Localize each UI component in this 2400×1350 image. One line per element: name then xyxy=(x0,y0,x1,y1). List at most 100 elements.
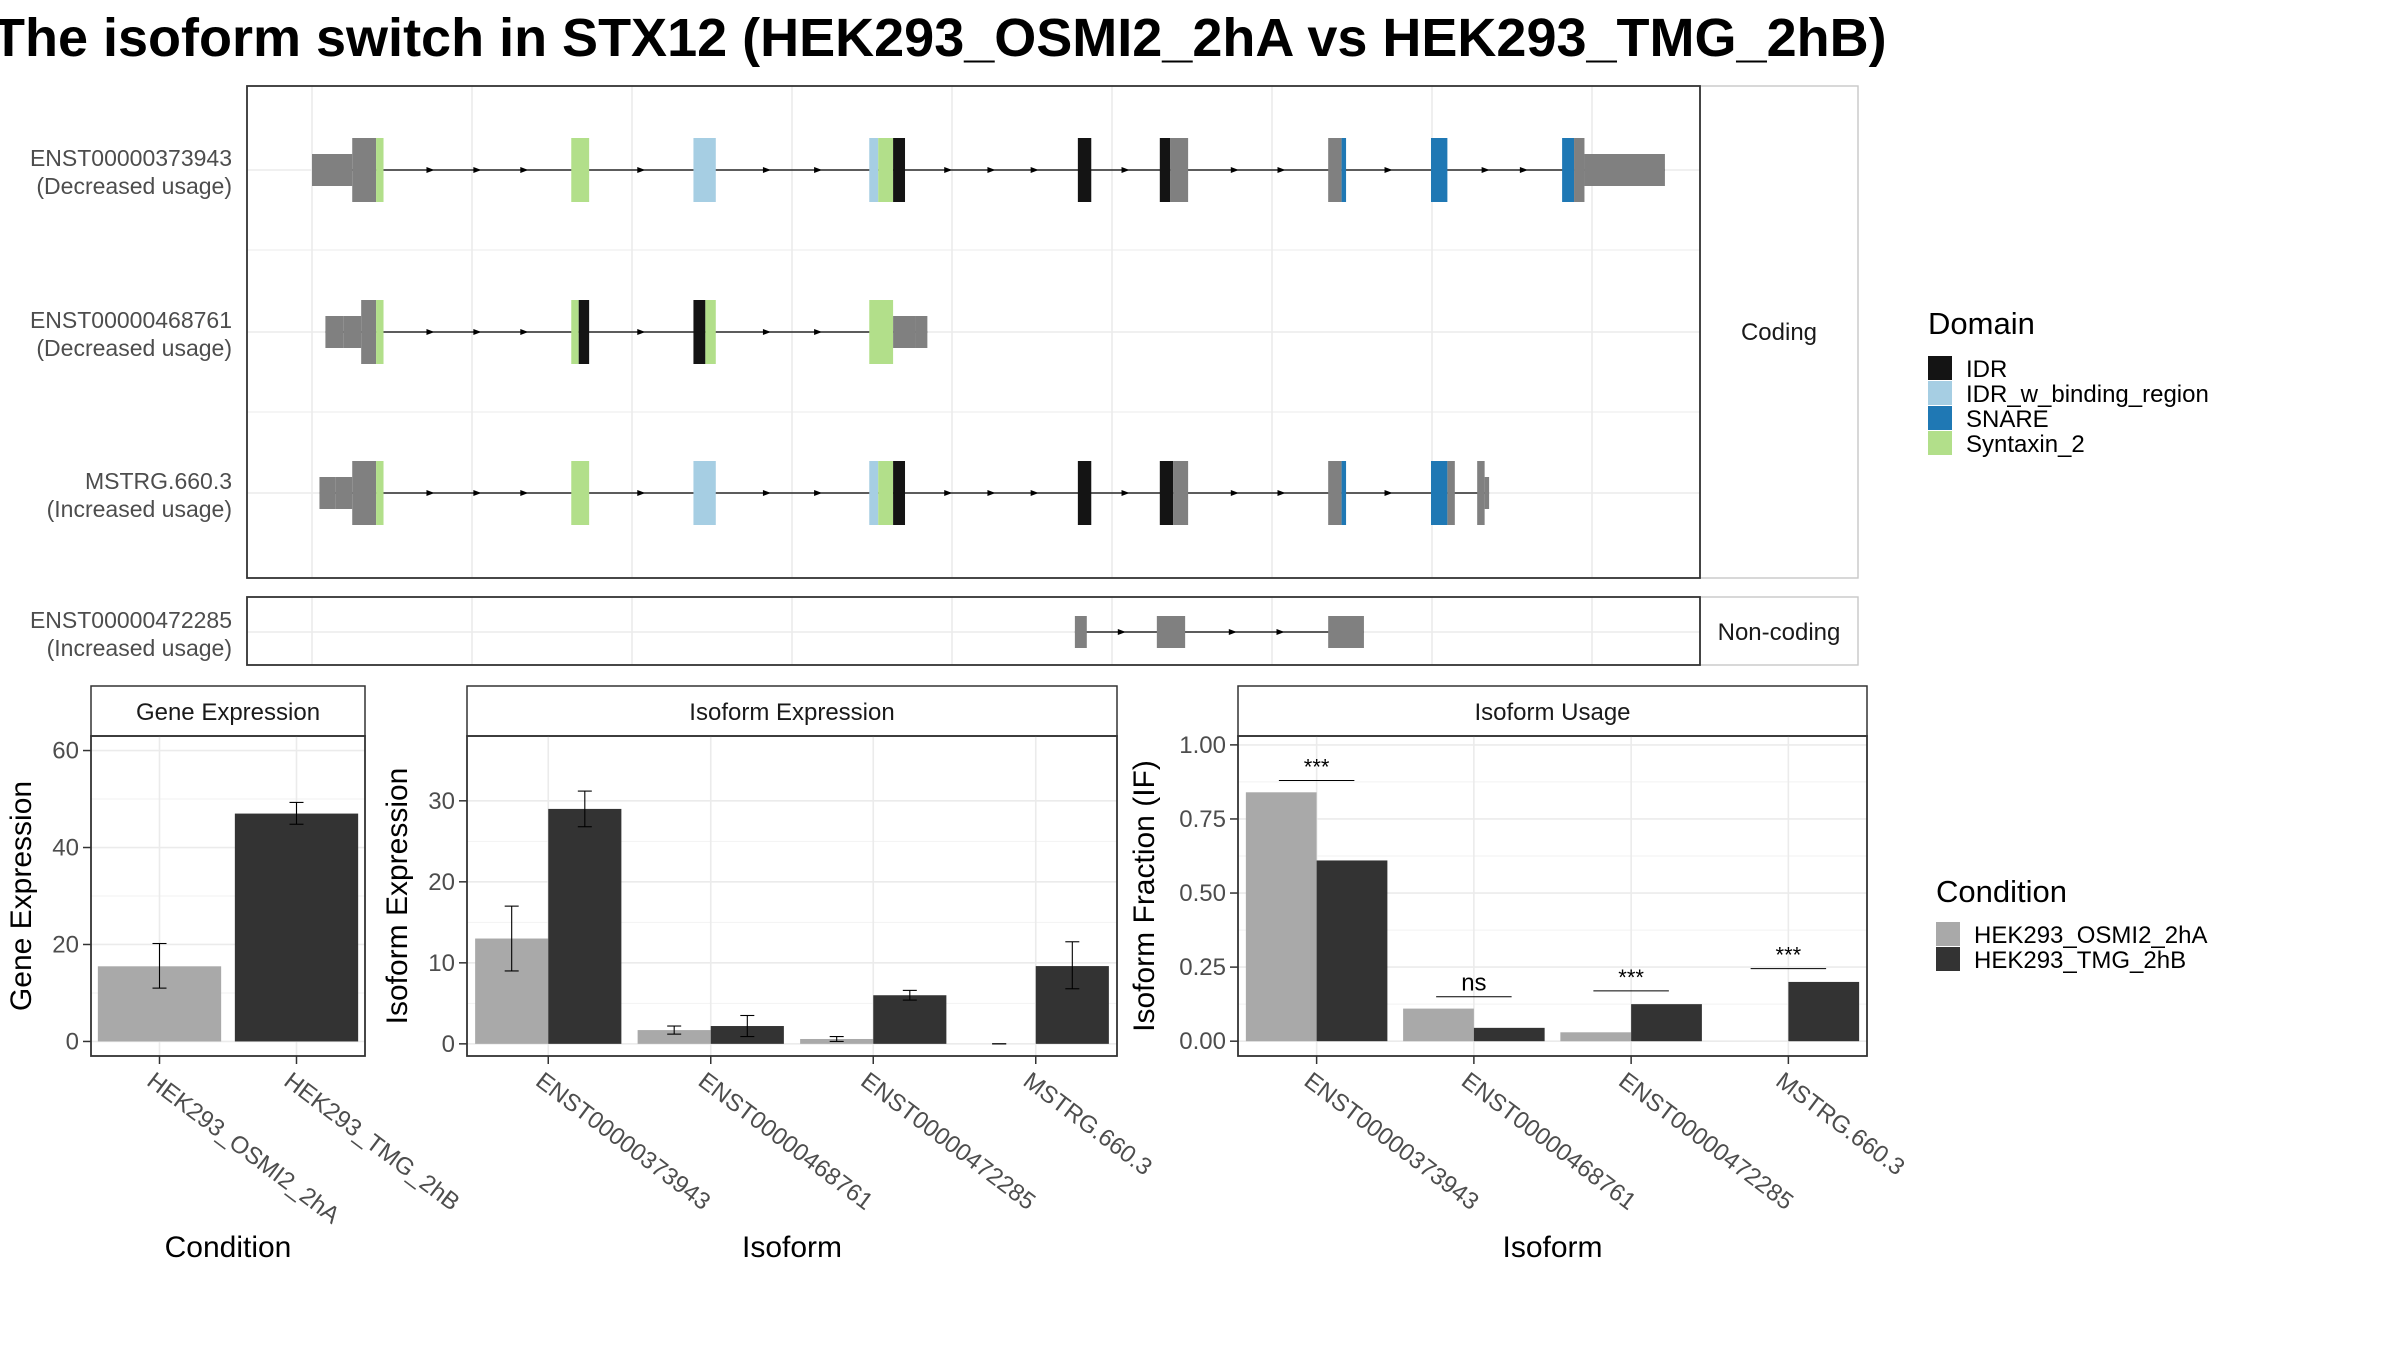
x-axis-title: Isoform xyxy=(1502,1231,1602,1264)
gene-structure-panel: Coding Non-coding ENST00000373943(Decrease… xyxy=(30,85,1859,666)
utr-exon xyxy=(1584,154,1665,186)
plot-border xyxy=(466,735,1118,1057)
isoform-usage-chart: Isoform Usage 0.00 0.25 0.50 0.75 1.00 *** ns **… xyxy=(1128,685,1910,1264)
domain-legend-label: IDR_w_binding_region xyxy=(1966,381,2209,408)
intron-direction-arrow xyxy=(637,490,646,496)
x-tick-label: ENST00000472285 xyxy=(856,1067,1041,1215)
intron-direction-arrow xyxy=(814,490,823,496)
panel-title: Gene Expression xyxy=(136,699,320,726)
exon-none xyxy=(1328,616,1364,648)
domain-legend-swatch xyxy=(1928,406,1952,430)
bar xyxy=(548,808,622,1044)
noncoding-panel-border xyxy=(246,596,1701,666)
coding-panel-border xyxy=(246,85,1701,579)
bar xyxy=(234,813,359,1042)
facet-strip-label: Non-coding xyxy=(1718,619,1841,646)
intron-direction-arrow xyxy=(637,329,646,335)
bar xyxy=(1403,1008,1474,1042)
exon-Syntaxin_2 xyxy=(376,138,384,202)
y-tick-label: 0 xyxy=(66,1028,79,1055)
bar xyxy=(1560,1032,1632,1042)
exon-SNARE xyxy=(1430,138,1448,202)
exon-IDR xyxy=(1077,138,1092,202)
y-tick-label: 20 xyxy=(428,869,455,896)
intron-direction-arrow xyxy=(1277,490,1286,496)
exon-Syntaxin_2 xyxy=(571,461,590,525)
utr-exon xyxy=(1484,477,1490,509)
condition-legend-swatch xyxy=(1936,922,1960,946)
x-tick-label: ENST00000373943 xyxy=(531,1067,716,1215)
y-tick-label: 1.00 xyxy=(1179,732,1226,759)
exon-IDR xyxy=(1077,461,1092,525)
exon-Syntaxin_2 xyxy=(878,138,894,202)
intron-direction-arrow xyxy=(520,490,529,496)
intron-direction-arrow xyxy=(1276,629,1285,635)
exon-none xyxy=(1328,461,1342,525)
domain-legend-label: Syntaxin_2 xyxy=(1966,431,2085,458)
bar xyxy=(1473,1027,1545,1042)
intron-direction-arrow xyxy=(473,167,482,173)
utr-exon xyxy=(325,316,344,348)
plot-border xyxy=(90,735,366,1057)
significance-label: *** xyxy=(1776,943,1802,968)
utr-exon xyxy=(915,316,928,348)
intron-direction-arrow xyxy=(1121,167,1130,173)
transcript-usage-label: (Decreased usage) xyxy=(36,173,232,199)
domain-legend-swatch xyxy=(1928,381,1952,405)
y-tick-label: 30 xyxy=(428,788,455,815)
significance-label: ns xyxy=(1461,970,1486,997)
y-tick-label: 0.50 xyxy=(1179,880,1226,907)
exon-none xyxy=(361,300,377,364)
figure-title: The isoform switch in STX12 (HEK293_OSMI… xyxy=(0,8,1887,68)
transcript-usage-label: (Increased usage) xyxy=(47,635,232,661)
exon-IDR_w_binding_region xyxy=(693,461,716,525)
intron-direction-arrow xyxy=(1117,629,1126,635)
noncoding-panel-background xyxy=(247,597,1700,665)
intron-direction-arrow xyxy=(1230,167,1239,173)
intron-direction-arrow xyxy=(473,490,482,496)
bar xyxy=(1245,792,1317,1042)
intron-direction-arrow xyxy=(1519,167,1528,173)
exon-Syntaxin_2 xyxy=(571,138,590,202)
transcript-usage-label: (Increased usage) xyxy=(47,496,232,522)
intron-direction-arrow xyxy=(1030,167,1039,173)
domain-legend-label: IDR xyxy=(1966,356,2007,383)
exon-IDR_w_binding_region xyxy=(869,138,879,202)
intron-direction-arrow xyxy=(426,167,435,173)
y-tick-label: 0.00 xyxy=(1179,1028,1226,1055)
utr-exon xyxy=(319,477,336,509)
exon-SNARE xyxy=(1562,138,1575,202)
intron-direction-arrow xyxy=(1277,167,1286,173)
plot-border xyxy=(1237,735,1868,1057)
panel-title: Isoform Expression xyxy=(689,699,894,726)
y-tick-label: 40 xyxy=(52,835,79,862)
x-tick-label: ENST00000468761 xyxy=(693,1067,878,1215)
exon-SNARE xyxy=(1341,461,1347,525)
utr-exon xyxy=(312,154,353,186)
utr-exon xyxy=(893,316,916,348)
transcript-id-label: ENST00000373943 xyxy=(30,145,232,171)
exon-SNARE xyxy=(1341,138,1347,202)
exon-IDR xyxy=(693,300,706,364)
exon-IDR xyxy=(893,138,906,202)
intron-direction-arrow xyxy=(762,329,771,335)
y-tick-label: 20 xyxy=(52,931,79,958)
condition-legend-swatch xyxy=(1936,947,1960,971)
x-tick-label: ENST00000373943 xyxy=(1299,1067,1484,1215)
intron-direction-arrow xyxy=(762,167,771,173)
panel-title: Isoform Usage xyxy=(1474,699,1630,726)
condition-legend-title: Condition xyxy=(1936,874,2067,909)
intron-direction-arrow xyxy=(1230,490,1239,496)
exon-none xyxy=(1447,461,1455,525)
intron-direction-arrow xyxy=(637,167,646,173)
exon-IDR_w_binding_region xyxy=(869,461,879,525)
intron-direction-arrow xyxy=(1384,167,1393,173)
exon-Syntaxin_2 xyxy=(571,300,579,364)
intron-direction-arrow xyxy=(987,490,996,496)
transcript-id-label: ENST00000468761 xyxy=(30,307,232,333)
intron-direction-arrow xyxy=(520,329,529,335)
y-tick-label: 0 xyxy=(442,1031,455,1058)
intron-direction-arrow xyxy=(987,167,996,173)
facet-strip-label: Coding xyxy=(1741,319,1817,346)
exon-IDR xyxy=(1159,138,1171,202)
